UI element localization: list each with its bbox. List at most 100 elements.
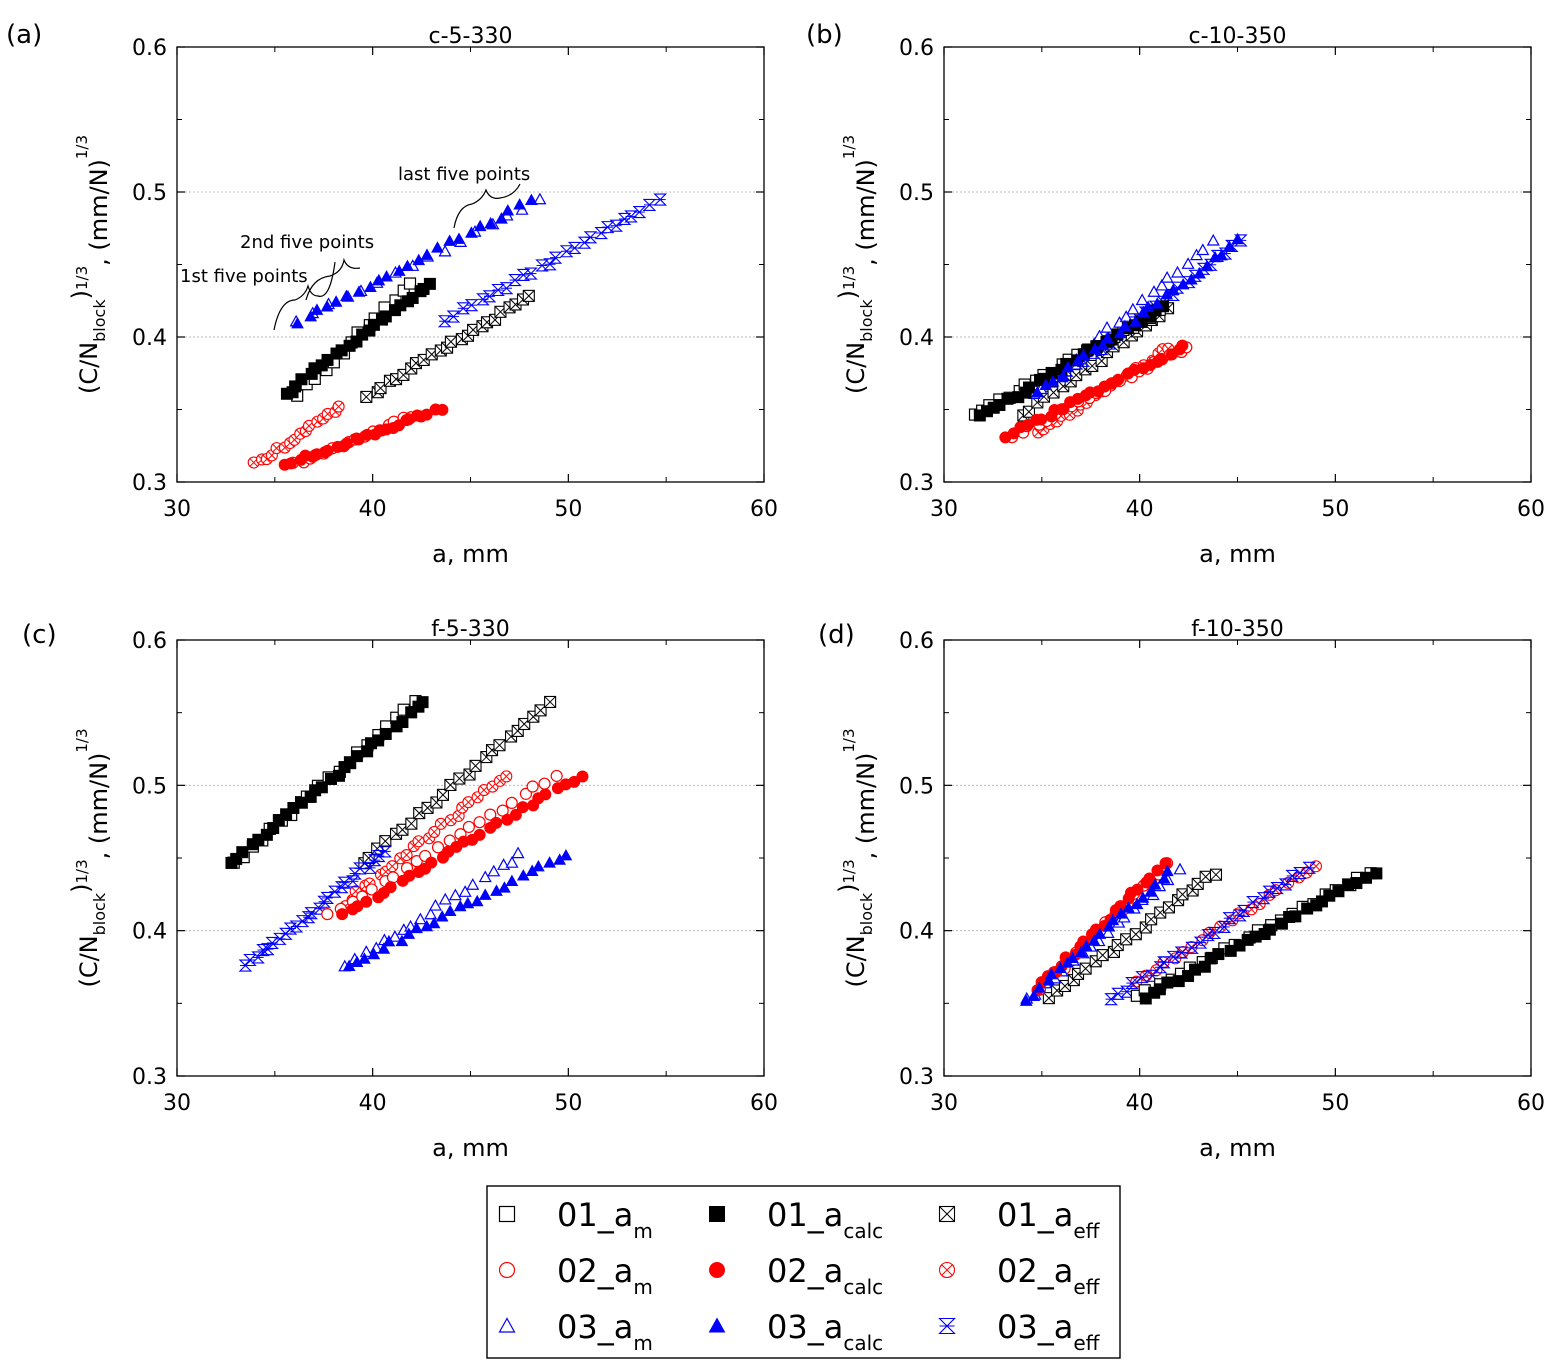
data-point bbox=[406, 291, 419, 304]
data-point bbox=[1212, 948, 1225, 961]
y-axis-label: (C/Nblock)1/3, (mm/N)1/3 bbox=[67, 728, 113, 987]
data-point bbox=[1148, 878, 1162, 890]
data-point bbox=[379, 727, 392, 740]
x-axis-label: a, mm bbox=[432, 1134, 509, 1162]
data-point bbox=[431, 841, 445, 854]
data-point bbox=[505, 796, 518, 810]
data-point bbox=[1129, 315, 1142, 327]
data-point bbox=[1256, 892, 1271, 905]
data-point bbox=[516, 268, 531, 281]
data-point bbox=[1196, 243, 1210, 256]
legend-item-02-a-calc: 02_acalc bbox=[709, 1252, 883, 1299]
data-point bbox=[1360, 871, 1373, 884]
data-point bbox=[1231, 232, 1245, 245]
x-tick-label: 30 bbox=[930, 1091, 958, 1116]
data-point bbox=[400, 848, 413, 862]
data-point bbox=[1289, 910, 1302, 923]
data-point bbox=[1101, 926, 1115, 938]
data-point bbox=[1044, 967, 1058, 980]
data-point bbox=[1246, 896, 1260, 909]
panel-label: (b) bbox=[806, 20, 843, 50]
brace-second bbox=[305, 257, 361, 301]
data-point bbox=[344, 757, 357, 770]
legend-label: 03_am bbox=[557, 1308, 653, 1355]
y-tick-label: 0.5 bbox=[132, 181, 167, 206]
data-point bbox=[379, 835, 392, 848]
data-point bbox=[360, 390, 373, 403]
data-point bbox=[484, 808, 497, 821]
data-point bbox=[509, 298, 522, 311]
panel-c-5-330: 30 40 50 60 0.3 0.4 0.5 0.6 c-5-330 (a) a, mm (C/Nb… bbox=[6, 20, 778, 568]
legend-box bbox=[486, 1185, 1121, 1359]
plot-frame bbox=[943, 639, 1532, 1077]
data-point bbox=[1174, 946, 1189, 959]
data-point bbox=[405, 817, 418, 830]
data-point bbox=[1141, 300, 1155, 312]
data-point bbox=[1061, 360, 1075, 373]
data-point bbox=[559, 848, 573, 861]
legend-label: 01_aeff bbox=[997, 1196, 1101, 1243]
x-tick-label: 30 bbox=[930, 497, 958, 522]
chart-title: c-5-330 bbox=[429, 24, 513, 49]
data-point bbox=[478, 888, 492, 900]
data-point bbox=[289, 380, 302, 393]
data-point bbox=[1182, 969, 1195, 982]
y-tick-label: 0.3 bbox=[132, 471, 167, 496]
series-01-a-calc bbox=[1139, 867, 1383, 1005]
annotation-first-five: 1st five points bbox=[180, 266, 308, 287]
y-tick-label: 0.3 bbox=[899, 471, 934, 496]
data-point bbox=[490, 816, 503, 829]
data-point bbox=[498, 881, 511, 893]
data-point bbox=[291, 316, 304, 329]
data-point bbox=[251, 951, 265, 964]
data-point bbox=[632, 206, 647, 219]
legend-marker bbox=[938, 1317, 956, 1335]
data-point bbox=[1147, 285, 1161, 297]
legend-label: 03_acalc bbox=[767, 1308, 883, 1355]
series-01-a-eff bbox=[360, 289, 535, 403]
data-point bbox=[1093, 927, 1107, 939]
data-point bbox=[1032, 981, 1046, 993]
data-point bbox=[1101, 331, 1114, 344]
data-point bbox=[499, 282, 514, 295]
data-point bbox=[332, 400, 345, 413]
data-point bbox=[396, 716, 409, 729]
data-point bbox=[473, 219, 487, 232]
data-point bbox=[365, 883, 378, 896]
data-point bbox=[1145, 913, 1158, 926]
legend-label: 01_acalc bbox=[767, 1196, 883, 1243]
legend-item-01-a-calc: 01_acalc bbox=[709, 1196, 883, 1243]
y-tick-label: 0.4 bbox=[132, 326, 167, 351]
data-point bbox=[1184, 273, 1198, 285]
panel-c-10-350: 30 40 50 60 0.3 0.4 0.5 0.6 c-10-350 (b) a, mm (C/N… bbox=[806, 20, 1545, 568]
data-point bbox=[550, 769, 563, 783]
data-point bbox=[1193, 267, 1206, 279]
legend-item-02-a-eff: 02_aeff bbox=[938, 1252, 1101, 1299]
data-point bbox=[358, 952, 371, 964]
legend-item-02-a-m: 02_am bbox=[498, 1252, 653, 1299]
data-point bbox=[379, 310, 392, 323]
data-point bbox=[321, 353, 334, 366]
data-point bbox=[1200, 259, 1214, 272]
data-point bbox=[473, 816, 486, 829]
data-point bbox=[388, 930, 402, 942]
data-point bbox=[1046, 375, 1060, 387]
data-point bbox=[336, 908, 349, 921]
data-point bbox=[321, 908, 334, 921]
data-point bbox=[1153, 983, 1166, 996]
data-point bbox=[1079, 962, 1092, 975]
legend-marker bbox=[938, 1261, 956, 1279]
data-point bbox=[420, 408, 433, 421]
data-point bbox=[1111, 987, 1125, 1000]
y-tick-label: 0.4 bbox=[899, 920, 934, 945]
data-point bbox=[1155, 278, 1169, 291]
data-point bbox=[337, 876, 352, 889]
data-point bbox=[329, 295, 343, 307]
data-point bbox=[486, 780, 499, 793]
data-point bbox=[315, 781, 328, 794]
data-point bbox=[1096, 338, 1109, 351]
data-point bbox=[543, 258, 557, 271]
legend-marker bbox=[708, 1317, 726, 1333]
data-point bbox=[1045, 366, 1058, 379]
data-point bbox=[484, 216, 498, 229]
